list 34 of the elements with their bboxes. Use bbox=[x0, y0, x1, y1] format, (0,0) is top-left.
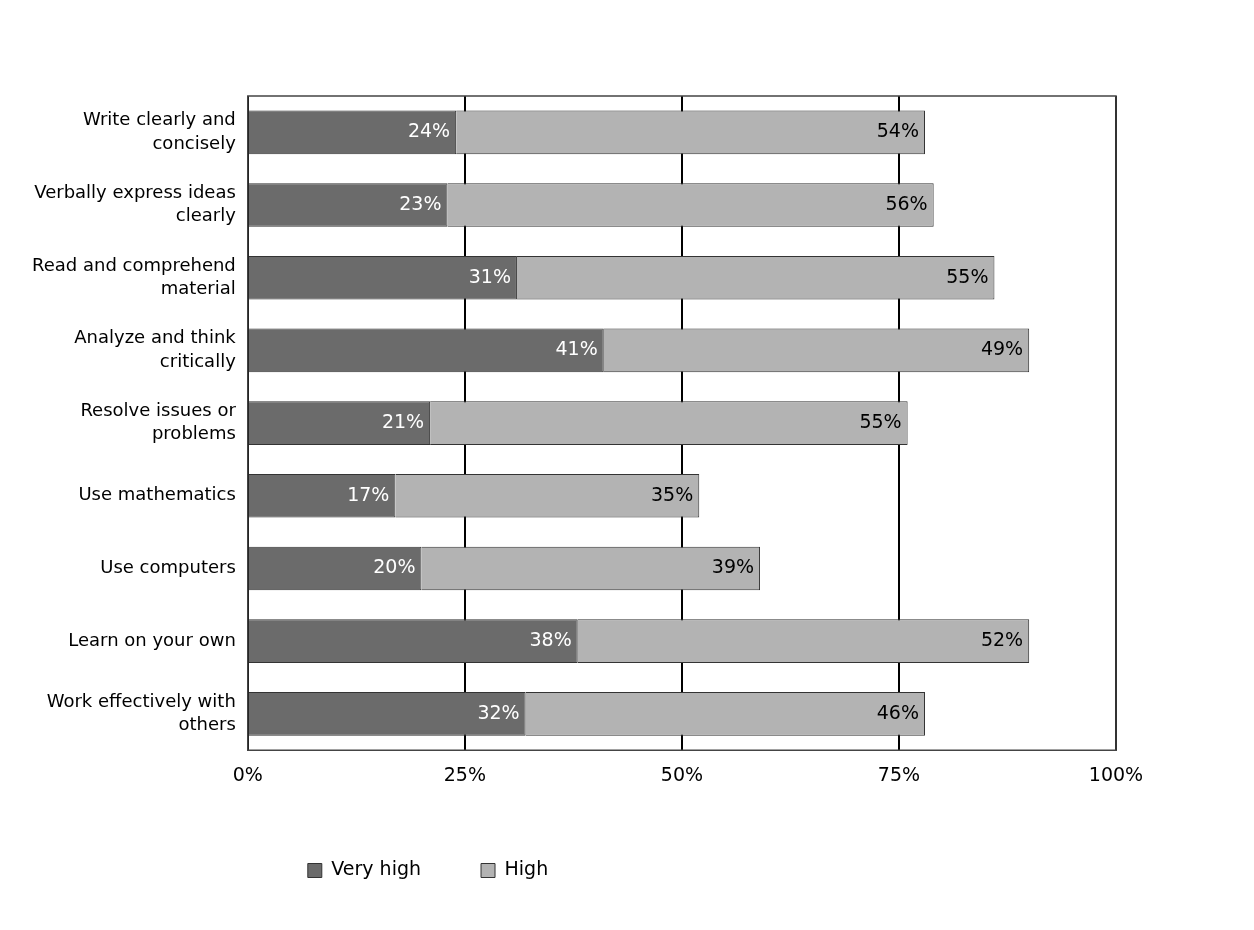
data-label: 49% bbox=[980, 337, 1024, 360]
x-tick-label: 100% bbox=[1088, 762, 1144, 785]
data-label: 46% bbox=[876, 700, 919, 723]
data-label: 21% bbox=[381, 410, 425, 433]
legend-label: High bbox=[504, 857, 549, 880]
x-tick-label: 50% bbox=[660, 762, 704, 785]
data-label: 56% bbox=[885, 191, 928, 214]
x-tick-label: 0% bbox=[232, 762, 263, 785]
data-label: 17% bbox=[347, 482, 390, 505]
legend-label: Very high bbox=[331, 857, 422, 880]
data-label: 23% bbox=[399, 191, 442, 214]
data-label: 20% bbox=[373, 555, 416, 578]
data-label: 24% bbox=[407, 119, 451, 142]
y-tick-label: Write clearly and concisely bbox=[82, 108, 237, 153]
data-label: 35% bbox=[651, 482, 694, 505]
x-tick-label: 25% bbox=[443, 762, 486, 785]
x-tick-label: 75% bbox=[877, 762, 921, 785]
y-tick-label: Resolve issues or problems bbox=[80, 399, 237, 444]
data-label: 41% bbox=[555, 337, 598, 360]
data-label: 39% bbox=[711, 555, 755, 578]
data-label: 55% bbox=[946, 264, 989, 287]
data-label: 38% bbox=[529, 628, 572, 651]
data-label: 32% bbox=[477, 700, 520, 723]
y-tick-label: Analyze and think critically bbox=[74, 326, 237, 371]
y-tick-label: Use computers bbox=[100, 556, 236, 578]
y-tick-label: Use mathematics bbox=[78, 483, 236, 505]
y-tick-label: Verbally express ideas clearly bbox=[34, 181, 237, 226]
y-tick-label: Work effectively with others bbox=[46, 689, 236, 735]
data-label: 52% bbox=[980, 628, 1024, 651]
data-label: 54% bbox=[876, 119, 919, 142]
data-label: 31% bbox=[468, 264, 511, 287]
y-tick-label: Read and comprehend material bbox=[31, 253, 236, 299]
y-tick-label: Learn on your own bbox=[68, 628, 236, 650]
data-label: 55% bbox=[859, 410, 902, 433]
